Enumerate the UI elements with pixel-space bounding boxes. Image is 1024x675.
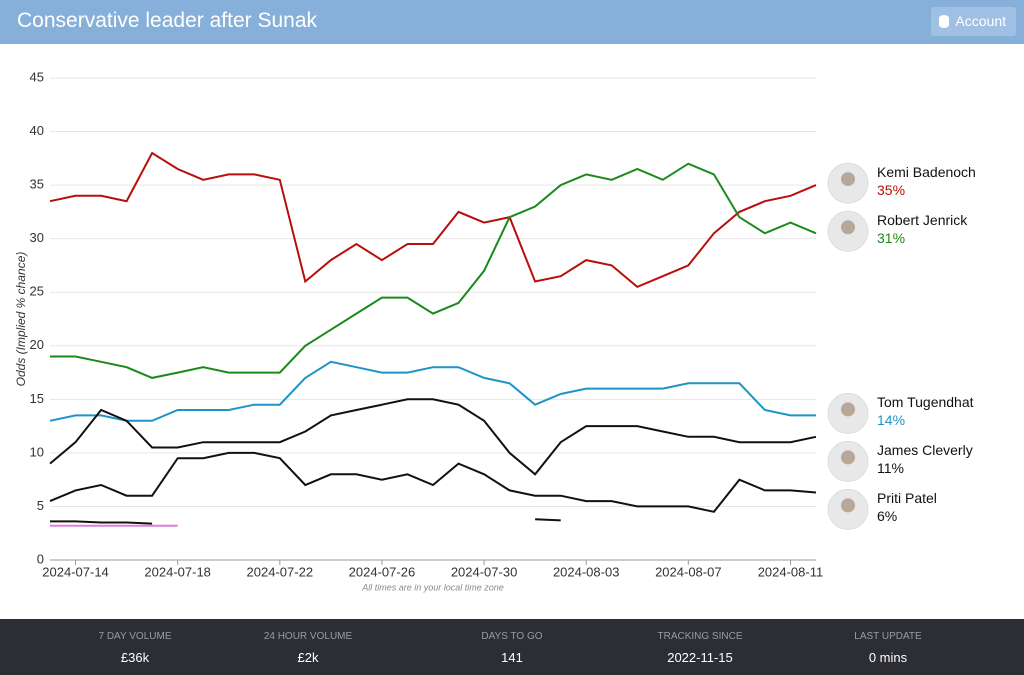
legend-value: 35% xyxy=(877,182,905,198)
avatar-head xyxy=(841,450,855,465)
stat: LAST UPDATE 0 mins xyxy=(798,631,978,665)
x-tick-label: 2024-07-18 xyxy=(144,564,211,579)
series-line xyxy=(50,518,561,525)
y-tick-label: 20 xyxy=(30,337,44,352)
y-tick-label: 0 xyxy=(37,551,44,566)
stat-label: 7 DAY VOLUME xyxy=(98,631,172,642)
legend-entry: Priti Patel 6% xyxy=(827,488,937,530)
legend-name: Tom Tugendhat xyxy=(877,394,974,410)
y-tick-label: 10 xyxy=(30,444,44,459)
legend-entry: Robert Jenrick 31% xyxy=(827,210,968,252)
stat-value: £2k xyxy=(297,650,319,665)
series-line xyxy=(49,360,816,422)
x-tick-label: 2024-07-30 xyxy=(451,564,518,579)
series-line xyxy=(49,398,817,476)
series-line xyxy=(49,451,817,513)
stat: DAYS TO GO 141 xyxy=(422,631,602,665)
avatar-head xyxy=(841,402,855,417)
avatar-head xyxy=(841,220,855,235)
stat-label: 24 HOUR VOLUME xyxy=(263,631,353,642)
y-tick-label: 15 xyxy=(30,391,44,406)
y-tick-label: 35 xyxy=(30,177,44,192)
page-title: Conservative leader after Sunak xyxy=(17,9,317,32)
x-tick-label: 2024-08-07 xyxy=(655,564,722,579)
avatar-head xyxy=(841,172,855,187)
chart: 0 5 10 15 20 25 30 35 40 45 2024-07-14 2024-07-18 20… xyxy=(14,69,976,592)
legend-name: Kemi Badenoch xyxy=(877,164,976,180)
legend-entry: James Cleverly 11% xyxy=(827,440,973,482)
legend-value: 31% xyxy=(877,230,905,246)
stat-value: 141 xyxy=(501,650,523,665)
legend-name: Robert Jenrick xyxy=(877,212,968,228)
series-line xyxy=(50,162,817,379)
legend-value: 11% xyxy=(877,460,904,476)
y-tick-label: 40 xyxy=(30,123,44,138)
y-axis-label: Odds (Implied % chance) xyxy=(14,252,28,387)
x-tick-label: 2024-07-22 xyxy=(247,564,314,579)
stat-label: DAYS TO GO xyxy=(481,631,543,642)
legend-entry: Tom Tugendhat 14% xyxy=(827,392,974,434)
note: All times are in your local time zone xyxy=(361,582,504,592)
x-tick-label: 2024-07-26 xyxy=(349,564,416,579)
avatar-head xyxy=(841,498,855,513)
y-tick-label: 30 xyxy=(30,230,44,245)
stat-value: £36k xyxy=(120,650,150,665)
stat-value: 0 mins xyxy=(868,650,908,665)
header: Conservative leader after Sunak Account xyxy=(0,0,1024,44)
y-tick-label: 5 xyxy=(37,498,44,513)
stat-value: 2022-11-15 xyxy=(667,650,733,665)
stat: 7 DAY VOLUME £36k xyxy=(45,631,225,665)
stat-label: LAST UPDATE xyxy=(854,631,922,642)
stat-label: TRACKING SINCE xyxy=(657,631,743,642)
y-tick-label: 45 xyxy=(30,69,44,84)
series-line xyxy=(49,151,817,289)
legend-name: James Cleverly xyxy=(877,442,973,458)
legend-name: Priti Patel xyxy=(877,490,937,506)
footer: 7 DAY VOLUME £36k 24 HOUR VOLUME £2k DAYS TO… xyxy=(0,619,1024,675)
stat: 24 HOUR VOLUME £2k xyxy=(218,631,398,665)
x-tick-label: 2024-08-11 xyxy=(758,564,824,579)
legend-value: 14% xyxy=(877,412,905,428)
legend-entry: Kemi Badenoch 35% xyxy=(827,162,976,204)
account-button[interactable]: Account xyxy=(931,7,1016,36)
y-tick-label: 25 xyxy=(30,284,44,299)
x-tick-label: 2024-07-14 xyxy=(42,564,109,579)
stat: TRACKING SINCE 2022-11-15 xyxy=(610,631,790,665)
x-tick-label: 2024-08-03 xyxy=(553,564,620,579)
legend-value: 6% xyxy=(877,508,897,524)
